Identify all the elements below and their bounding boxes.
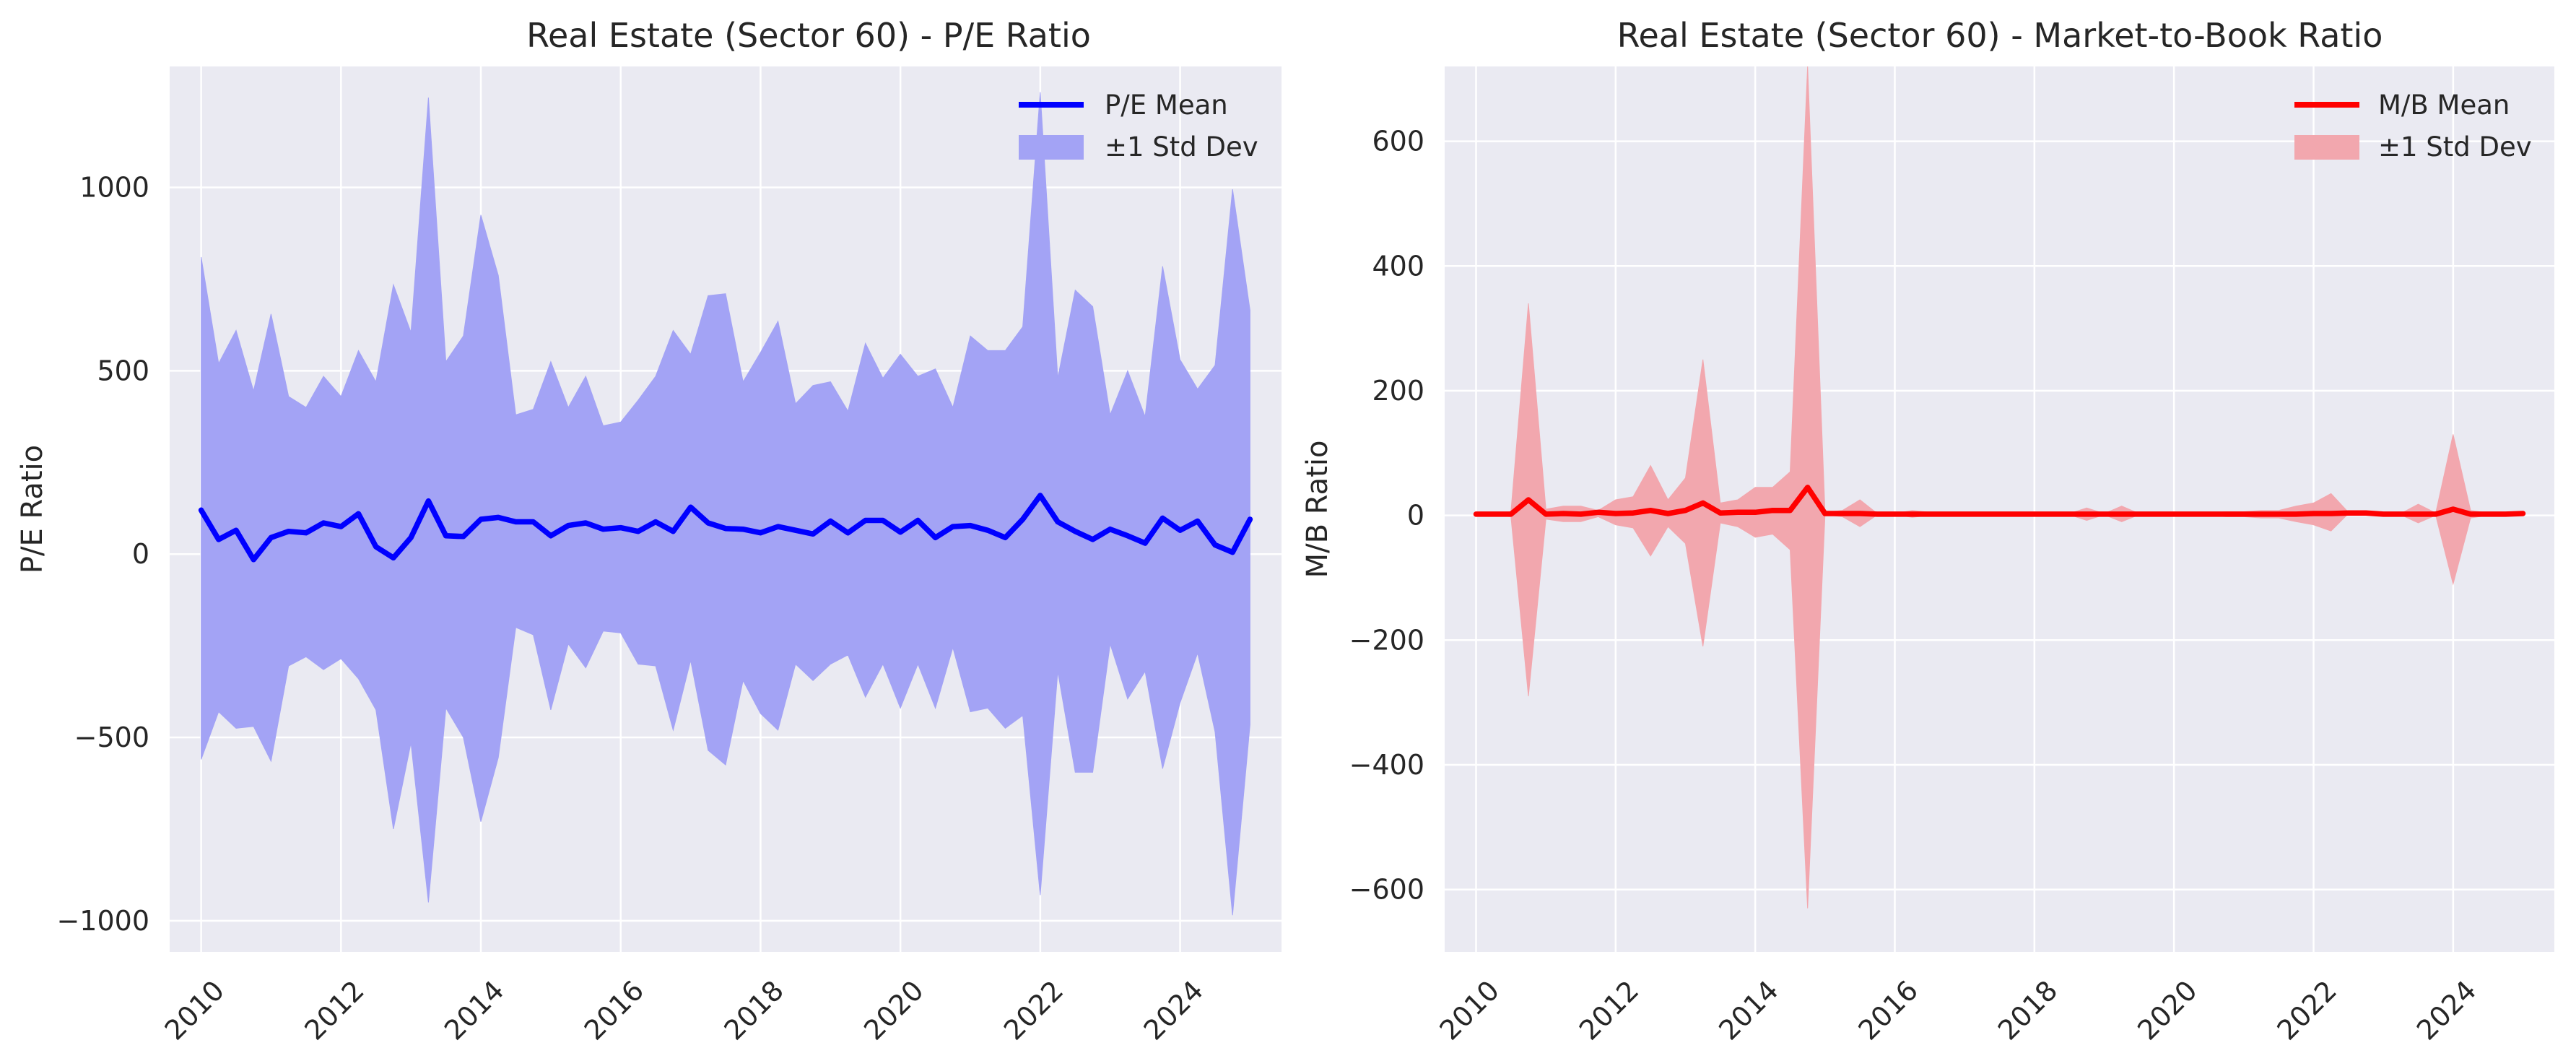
x-tick-label: 2010 bbox=[159, 974, 231, 1047]
y-tick-label: 200 bbox=[1372, 375, 1424, 407]
y-tick-label: 0 bbox=[132, 538, 149, 570]
y-axis-label: P/E Ratio bbox=[16, 445, 49, 573]
y-tick-label: 400 bbox=[1372, 250, 1424, 282]
legend-mean-label: P/E Mean bbox=[1105, 90, 1228, 121]
x-tick-label: 2016 bbox=[1853, 974, 1925, 1047]
x-axis: 2010 2012 2014 2016 2018 2020 2022 2024 bbox=[159, 974, 1209, 1047]
y-axis: −600 −400 −200 0 200 400 600 bbox=[1349, 126, 1424, 906]
grid-lines bbox=[1445, 66, 2554, 952]
x-tick-label: 2014 bbox=[438, 974, 510, 1047]
y-tick-label: 600 bbox=[1372, 126, 1424, 157]
x-tick-label: 2010 bbox=[1434, 974, 1506, 1047]
x-tick-label: 2016 bbox=[578, 974, 650, 1047]
std-dev-band bbox=[201, 92, 1250, 916]
x-tick-label: 2020 bbox=[858, 974, 930, 1047]
x-tick-label: 2014 bbox=[1713, 974, 1785, 1047]
x-tick-label: 2022 bbox=[998, 974, 1070, 1047]
legend-band-swatch bbox=[1019, 135, 1084, 160]
legend: M/B Mean ±1 Std Dev bbox=[2294, 90, 2532, 163]
x-tick-label: 2018 bbox=[1992, 974, 2064, 1047]
legend-band-label: ±1 Std Dev bbox=[1105, 131, 1258, 163]
y-tick-label: −500 bbox=[74, 722, 149, 753]
x-tick-label: 2012 bbox=[298, 974, 370, 1047]
y-tick-label: 0 bbox=[1407, 500, 1424, 532]
chart-title: Real Estate (Sector 60) - Market-to-Book… bbox=[1617, 16, 2383, 55]
y-tick-label: 1000 bbox=[79, 172, 149, 204]
mean-line bbox=[1473, 485, 2526, 517]
mb-ratio-chart: Real Estate (Sector 60) - Market-to-Book… bbox=[1301, 16, 2554, 1047]
mean-line bbox=[198, 493, 1253, 563]
legend-band-label: ±1 Std Dev bbox=[2378, 131, 2532, 163]
y-tick-label: −600 bbox=[1349, 874, 1424, 906]
y-tick-label: −1000 bbox=[56, 905, 149, 937]
mean-line-path bbox=[1473, 485, 2526, 517]
mean-line-path bbox=[198, 493, 1253, 563]
y-axis-label: M/B Ratio bbox=[1301, 441, 1334, 579]
chart-title: Real Estate (Sector 60) - P/E Ratio bbox=[526, 16, 1091, 55]
legend-band-swatch bbox=[2294, 135, 2359, 160]
legend-mean-label: M/B Mean bbox=[2378, 90, 2510, 121]
x-tick-label: 2012 bbox=[1573, 974, 1645, 1047]
x-tick-label: 2018 bbox=[718, 974, 790, 1047]
x-tick-label: 2022 bbox=[2271, 974, 2344, 1047]
std-dev-band-area bbox=[201, 92, 1250, 916]
legend: P/E Mean ±1 Std Dev bbox=[1019, 90, 1258, 163]
x-tick-label: 2024 bbox=[1138, 974, 1210, 1047]
x-tick-label: 2024 bbox=[2411, 974, 2483, 1047]
x-axis: 2010 2012 2014 2016 2018 2020 2022 2024 bbox=[1434, 974, 2483, 1047]
x-tick-label: 2020 bbox=[2131, 974, 2203, 1047]
pe-ratio-chart: Real Estate (Sector 60) - P/E Ratio 2010… bbox=[16, 16, 1282, 1047]
y-tick-label: −200 bbox=[1349, 624, 1424, 656]
y-axis: −1000 −500 0 500 1000 bbox=[56, 172, 149, 937]
y-tick-label: −400 bbox=[1349, 749, 1424, 781]
y-tick-label: 500 bbox=[97, 355, 149, 386]
